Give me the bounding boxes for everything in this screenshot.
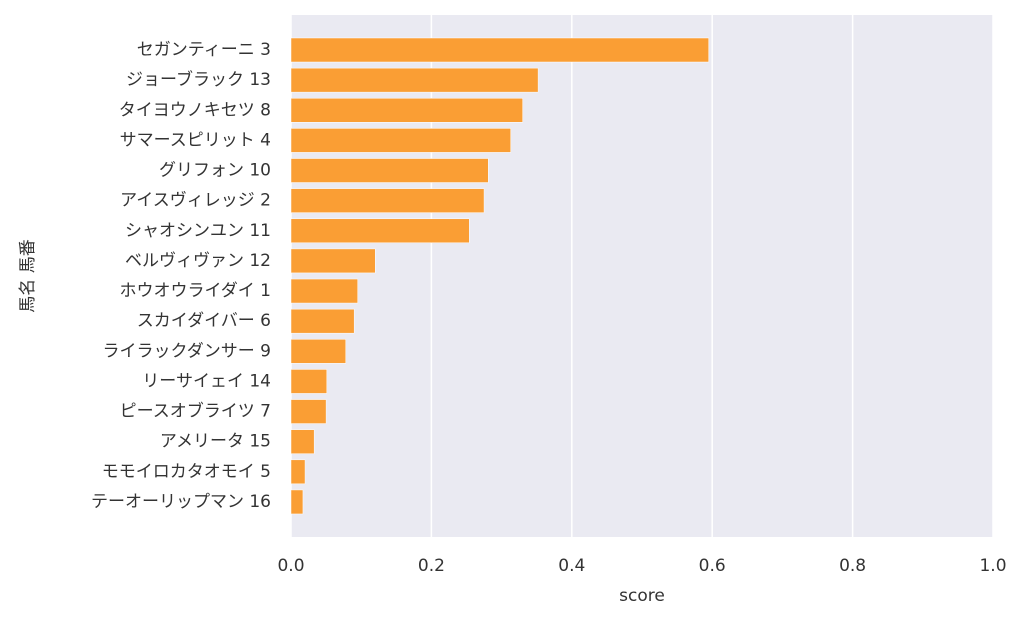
- x-tick-label: 0.0: [277, 556, 304, 576]
- x-axis-label: score: [619, 586, 665, 606]
- y-tick-label: タイヨウノキセツ 8: [119, 100, 271, 120]
- bar: [290, 218, 470, 244]
- bar: [290, 429, 315, 454]
- bar: [290, 339, 347, 364]
- bar: [290, 399, 327, 424]
- bar: [290, 98, 523, 123]
- y-tick-label: スカイダイバー 6: [137, 311, 271, 331]
- y-axis-label: 馬名 馬番: [18, 239, 38, 312]
- x-tick-label: 0.4: [558, 556, 585, 576]
- bar: [290, 37, 709, 63]
- bar: [290, 188, 485, 213]
- y-tick-label: セガンティーニ 3: [137, 40, 271, 60]
- bar: [290, 489, 304, 515]
- x-tick-label: 0.2: [418, 556, 445, 576]
- bar: [290, 278, 358, 304]
- y-tick-label: シャオシンユン 11: [125, 221, 271, 241]
- y-tick-label: サマースピリット 4: [120, 130, 271, 150]
- bar: [290, 67, 539, 93]
- y-tick-label: テーオーリップマン 16: [91, 492, 271, 512]
- y-tick-label: グリフォン 10: [159, 161, 271, 181]
- bar: [290, 248, 376, 274]
- y-tick-label: ホウオウライダイ 1: [119, 281, 271, 301]
- x-tick-label: 0.8: [839, 556, 866, 576]
- y-tick-label: モモイロカタオモイ 5: [102, 462, 271, 482]
- y-tick-label: ライラックダンサー 9: [102, 341, 271, 361]
- bar: [290, 308, 355, 334]
- y-tick-label: ベルヴィヴァン 12: [125, 251, 271, 271]
- y-tick-label: アイスヴィレッジ 2: [120, 191, 271, 211]
- y-tick-label: リーサイェイ 14: [142, 371, 271, 391]
- bar: [290, 459, 306, 485]
- x-tick-label: 1.0: [979, 556, 1006, 576]
- bar: [290, 369, 328, 394]
- y-tick-label: ピースオブライツ 7: [120, 401, 271, 422]
- plot-area: [291, 15, 993, 537]
- y-tick-label: アメリータ 15: [160, 432, 271, 452]
- y-tick-label: ジョーブラック 13: [126, 69, 271, 90]
- bar: [290, 128, 511, 153]
- bar: [290, 158, 489, 183]
- x-tick-label: 0.6: [699, 556, 726, 576]
